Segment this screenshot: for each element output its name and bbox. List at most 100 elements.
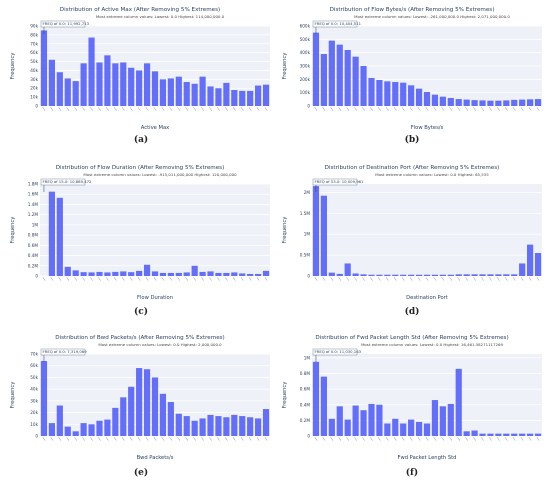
x-tick (322, 437, 326, 441)
x-tick (314, 277, 318, 281)
y-tick-label: 0 (35, 274, 38, 279)
bar (471, 274, 478, 276)
x-tick (362, 437, 365, 441)
x-tick (425, 437, 429, 441)
bar (223, 272, 230, 276)
bar (431, 400, 439, 436)
x-tick (113, 107, 117, 111)
chart-title: Distribution of Destination Port (After … (325, 165, 500, 171)
y-tick-label: 0.5M (300, 253, 311, 258)
x-tick (145, 107, 149, 111)
x-tick (58, 437, 62, 441)
chart-subtitle: Most extreme column values: Lowest: 0.0 … (96, 14, 225, 19)
x-tick (137, 107, 141, 111)
y-tick-label: 1M (32, 222, 39, 227)
x-tick (225, 437, 228, 441)
chart-panel-flow-duration: Distribution of Flow Duration (After Rem… (6, 162, 274, 302)
bar (447, 274, 454, 276)
bar (143, 369, 151, 436)
x-tick (433, 107, 437, 111)
x-tick (520, 277, 524, 281)
bar (400, 423, 407, 436)
x-tick (66, 107, 70, 111)
x-tick (520, 437, 524, 441)
bar (136, 270, 143, 276)
chart-title: Distribution of Flow Duration (After Rem… (56, 165, 225, 171)
x-tick (489, 437, 492, 441)
x-tick (528, 277, 532, 281)
bar (495, 274, 502, 276)
bar (384, 81, 391, 106)
bar (80, 63, 87, 106)
x-tick (66, 437, 70, 441)
bar (64, 426, 71, 436)
x-tick (106, 437, 109, 441)
x-tick (264, 437, 268, 441)
x-tick (58, 277, 62, 281)
bar (328, 40, 335, 106)
y-tick-label: 1.2M (28, 212, 39, 217)
annotation-box (312, 348, 358, 356)
y-tick-label: 0 (35, 104, 38, 109)
bar (239, 416, 246, 436)
x-tick (489, 277, 492, 281)
bar (423, 92, 431, 106)
x-tick (185, 437, 189, 441)
x-tick (481, 107, 484, 111)
bar (199, 418, 206, 436)
bar (239, 273, 246, 276)
bar (439, 96, 446, 106)
x-tick (161, 437, 165, 441)
x-tick (536, 437, 540, 441)
bar (455, 368, 462, 436)
bar (215, 88, 222, 106)
x-tick (409, 437, 413, 441)
x-tick (393, 277, 397, 281)
x-tick (90, 277, 93, 281)
x-tick (417, 277, 421, 281)
x-tick (121, 437, 125, 441)
y-tick-label: 200k (300, 77, 311, 82)
bar (56, 72, 63, 106)
x-tick (346, 277, 350, 281)
bar (72, 270, 79, 276)
x-tick (378, 107, 381, 111)
x-tick (137, 437, 141, 441)
bar (112, 271, 119, 276)
x-tick (504, 277, 508, 281)
y-axis-title: Frequency (282, 217, 288, 244)
x-tick (145, 277, 149, 281)
annotation-text: FREQ of 0.0: 10,404,511 (315, 21, 362, 26)
y-tick-label: 0.2M (300, 418, 311, 423)
bar (96, 271, 103, 276)
x-axis-title: Flow Bytes/s (411, 125, 444, 131)
bar (503, 433, 510, 436)
bar (48, 59, 55, 106)
bar (495, 433, 502, 436)
bar (376, 404, 383, 436)
panel-caption: (b) (404, 135, 420, 145)
bar (408, 274, 415, 276)
bar (223, 82, 230, 106)
x-tick (177, 107, 181, 111)
chart-title: Distribution of Active Max (After Removi… (60, 7, 220, 13)
chart-subtitle: Most extreme column values: Lowest: 0.0 … (98, 342, 222, 347)
x-tick (409, 107, 413, 111)
y-axis-title: Frequency (10, 53, 16, 80)
bar (183, 82, 190, 106)
bar (88, 272, 95, 276)
bar (471, 100, 478, 106)
annotation-text: FREQ of 53.0: 10,009,961 (315, 179, 365, 184)
y-tick-label: 0.2M (28, 263, 39, 268)
x-tick (338, 107, 342, 111)
x-tick (169, 107, 173, 111)
x-tick (362, 107, 365, 111)
bar (167, 78, 174, 106)
y-axis-title: Frequency (10, 217, 16, 244)
bar (336, 273, 343, 276)
bar (112, 63, 119, 106)
x-tick (50, 437, 54, 441)
y-tick-label: 1.8M (28, 182, 39, 187)
bar (463, 274, 470, 276)
bar (376, 80, 383, 106)
